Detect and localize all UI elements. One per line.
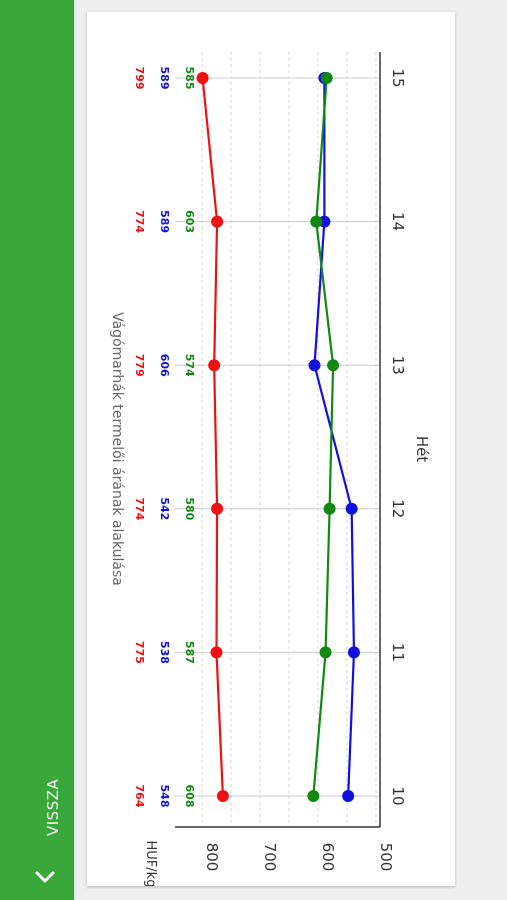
series-line-1 [313,78,356,797]
x-tick-label: 12 [389,499,407,518]
data-label: 589 [158,67,171,90]
data-point [320,72,333,84]
data-point [211,502,224,515]
series-line-0 [201,77,224,797]
data-label: 574 [183,354,196,377]
data-point [210,646,223,659]
data-point [196,72,209,84]
data-point [307,790,320,802]
y-axis-title: HUF/kg [143,841,158,886]
y-tick-label: 600 [319,843,337,872]
data-point [347,646,360,659]
data-label: 580 [183,497,196,520]
x-axis-title: Hét [413,436,431,463]
y-tick-label: 700 [261,843,279,872]
x-tick-label: 13 [389,356,407,375]
data-label: 774 [133,497,146,520]
chevron-down-icon [35,871,55,883]
data-label: 603 [183,210,196,233]
data-label: 538 [158,641,171,664]
y-tick-label: 800 [203,843,221,872]
data-label: 585 [183,67,196,90]
data-label: 799 [133,67,146,90]
data-label: 587 [183,641,196,664]
sidebar: VISSZA [0,0,74,900]
data-label: 606 [158,354,171,377]
chart-title: Vágómarhák termelői árának alakulása [109,312,125,586]
data-point [208,359,221,372]
x-tick-label: 15 [389,68,407,87]
back-label: VISSZA [44,778,62,836]
data-label: 542 [158,497,171,520]
data-label: 608 [183,785,196,808]
data-point [342,790,355,802]
x-tick-label: 14 [389,212,407,231]
data-label: 779 [133,354,146,377]
data-point [345,502,358,515]
data-point [319,646,332,659]
data-point [216,790,229,802]
data-point [323,502,336,515]
y-tick-label: 500 [377,843,395,872]
series-line-2 [312,77,335,797]
data-point [308,359,321,372]
line-chart: 500 600 700 800 10 11 12 13 14 15 HUF/kg Hét Vágómar… [109,52,431,886]
data-label: 775 [133,641,146,664]
chart-card: 500 600 700 800 10 11 12 13 14 15 HUF/kg Hét Vágómar… [87,12,455,886]
data-point [211,215,224,228]
data-point [327,359,340,372]
x-tick-label: 10 [389,786,407,805]
data-label: 774 [133,210,146,233]
data-point [310,215,323,228]
data-label: 589 [158,210,171,233]
data-label: 548 [158,785,171,808]
x-tick-label: 11 [389,643,407,662]
data-label: 764 [133,785,146,808]
